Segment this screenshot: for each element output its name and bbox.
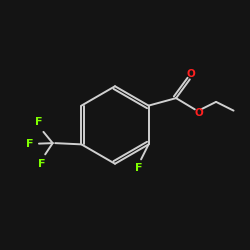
Text: O: O [194,108,203,118]
Text: F: F [26,140,34,149]
Text: O: O [187,69,196,80]
Text: F: F [35,117,43,127]
Text: F: F [38,160,45,170]
Text: F: F [135,163,142,173]
